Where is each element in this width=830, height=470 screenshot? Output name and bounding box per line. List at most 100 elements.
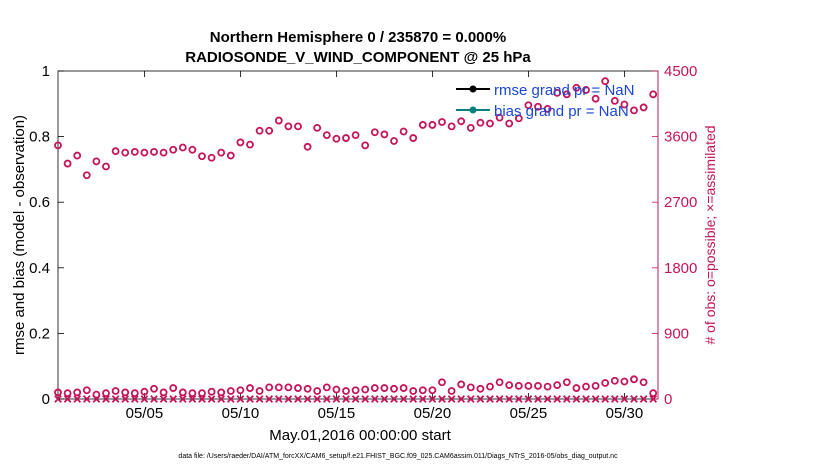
obs-possible-point bbox=[630, 375, 638, 384]
obs-assimilated-cross bbox=[188, 395, 197, 403]
y-right-tick-label: 900 bbox=[664, 325, 689, 342]
obs-assimilated-cross bbox=[342, 395, 350, 403]
obs-assimilated-cross bbox=[399, 395, 408, 403]
obs-possible-point bbox=[111, 387, 120, 395]
obs-assimilated-cross bbox=[601, 395, 610, 403]
obs-possible-point bbox=[54, 141, 62, 150]
obs-possible-point bbox=[111, 147, 120, 156]
obs-possible-point bbox=[620, 377, 629, 386]
obs-possible-point bbox=[639, 378, 648, 387]
obs-assimilated-cross bbox=[630, 395, 638, 403]
obs-assimilated-cross bbox=[505, 395, 514, 403]
y-right-tick-label: 4500 bbox=[664, 63, 697, 80]
obs-possible-point bbox=[649, 389, 658, 398]
obs-assimilated-point bbox=[390, 395, 398, 403]
obs-possible-point bbox=[207, 387, 216, 396]
obs-possible-point bbox=[639, 103, 648, 112]
obs-possible-point bbox=[130, 148, 139, 156]
legend-bias-marker bbox=[469, 106, 477, 114]
x-tick-label: 05/10 bbox=[222, 405, 260, 422]
obs-possible-point bbox=[572, 83, 581, 92]
obs-assimilated-point bbox=[217, 395, 226, 403]
obs-possible-point bbox=[466, 383, 475, 392]
obs-assimilated-cross bbox=[610, 395, 619, 403]
obs-possible-point bbox=[54, 388, 62, 397]
x-tick-label: 05/05 bbox=[126, 405, 164, 422]
obs-assimilated-point bbox=[322, 395, 331, 403]
obs-assimilated-cross bbox=[572, 395, 581, 403]
obs-assimilated-cross bbox=[284, 395, 293, 403]
legend: rmse grand pr = NaN bias grand pr = NaN bbox=[456, 82, 634, 120]
obs-assimilated-cross bbox=[466, 395, 475, 403]
obs-assimilated-point bbox=[294, 395, 302, 403]
obs-possible-point bbox=[505, 381, 514, 390]
obs-assimilated-cross bbox=[543, 395, 552, 403]
obs-possible-point bbox=[572, 384, 581, 392]
obs-possible-point bbox=[274, 116, 283, 125]
obs-possible-point bbox=[380, 384, 389, 392]
x-tick-label: 05/30 bbox=[606, 405, 644, 422]
obs-assimilated-cross bbox=[73, 395, 82, 403]
obs-possible-point bbox=[102, 389, 110, 398]
obs-assimilated-point bbox=[457, 395, 466, 403]
obs-assimilated-point bbox=[73, 395, 82, 403]
obs-possible-point bbox=[543, 105, 552, 113]
obs-possible-point bbox=[313, 123, 322, 132]
obs-possible-point bbox=[226, 387, 235, 395]
data-marks bbox=[54, 77, 658, 403]
obs-possible-point bbox=[534, 381, 542, 390]
x-axis-label: May.01,2016 00:00:00 start bbox=[269, 427, 451, 444]
obs-possible-point bbox=[82, 171, 91, 180]
obs-possible-point bbox=[226, 151, 235, 160]
obs-possible-point bbox=[476, 384, 485, 393]
obs-possible-point bbox=[361, 141, 370, 150]
obs-assimilated-point bbox=[313, 395, 322, 403]
obs-assimilated-point bbox=[92, 395, 101, 403]
x-tick-label: 05/20 bbox=[414, 405, 452, 422]
obs-assimilated-cross bbox=[111, 395, 120, 403]
obs-assimilated-cross bbox=[207, 395, 216, 403]
obs-possible-point bbox=[294, 122, 302, 131]
obs-possible-point bbox=[130, 389, 139, 398]
obs-assimilated-cross bbox=[649, 395, 658, 403]
y-right-tick-label: 1800 bbox=[664, 260, 697, 277]
obs-assimilated-cross bbox=[524, 395, 533, 403]
obs-assimilated-cross bbox=[553, 395, 562, 403]
obs-possible-point bbox=[207, 153, 216, 162]
obs-assimilated-cross bbox=[534, 395, 542, 403]
obs-possible-point bbox=[399, 127, 408, 136]
obs-assimilated-cross bbox=[236, 395, 245, 403]
obs-assimilated-point bbox=[284, 395, 293, 403]
obs-assimilated-cross bbox=[82, 395, 91, 403]
obs-possible-point bbox=[178, 388, 187, 397]
obs-assimilated-point bbox=[505, 395, 514, 403]
obs-assimilated-point bbox=[380, 395, 389, 403]
obs-possible-point bbox=[438, 378, 446, 387]
obs-assimilated-point bbox=[332, 395, 341, 403]
obs-possible-point bbox=[418, 386, 427, 395]
obs-assimilated-point bbox=[572, 395, 581, 403]
obs-assimilated-cross bbox=[380, 395, 389, 403]
obs-assimilated-cross bbox=[274, 395, 283, 403]
obs-possible-point bbox=[466, 123, 475, 132]
obs-assimilated-point bbox=[582, 395, 590, 403]
obs-assimilated-cross bbox=[514, 395, 523, 403]
obs-possible-point bbox=[409, 387, 418, 395]
obs-possible-point bbox=[447, 387, 456, 395]
obs-assimilated-cross bbox=[332, 395, 341, 403]
obs-assimilated-point bbox=[620, 395, 629, 403]
x-tick-label: 05/15 bbox=[318, 405, 356, 422]
obs-possible-point bbox=[409, 134, 418, 142]
obs-assimilated-point bbox=[447, 395, 456, 403]
obs-possible-point bbox=[428, 386, 437, 395]
obs-possible-point bbox=[351, 386, 360, 395]
obs-possible-point bbox=[380, 130, 389, 139]
obs-possible-point bbox=[284, 383, 293, 392]
obs-possible-point bbox=[601, 379, 610, 387]
obs-possible-point bbox=[313, 387, 322, 395]
obs-assimilated-cross bbox=[495, 395, 504, 403]
obs-possible-point bbox=[188, 145, 197, 154]
obs-assimilated-cross bbox=[351, 395, 360, 403]
obs-assimilated-point bbox=[438, 395, 446, 403]
obs-assimilated-cross bbox=[159, 395, 168, 403]
